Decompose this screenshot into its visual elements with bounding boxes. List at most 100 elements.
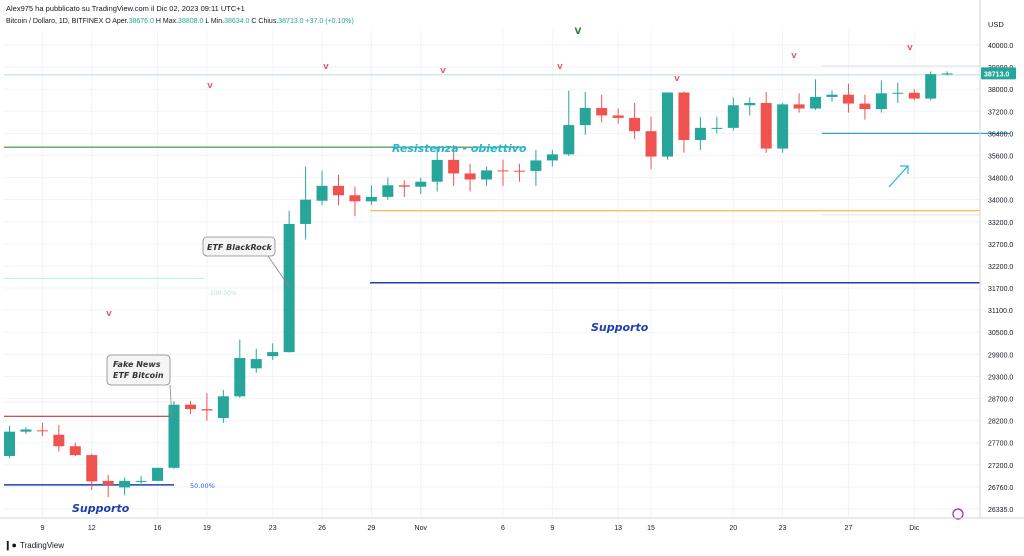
candle-body: [711, 127, 723, 129]
x-tick-label: 6: [501, 525, 505, 532]
x-tick-label: Nov: [415, 525, 428, 532]
high-value: 38808.0: [178, 18, 204, 25]
x-tick-label: 13: [614, 525, 622, 532]
fake-news-pointer: [169, 384, 173, 419]
candle-body: [448, 159, 460, 174]
x-tick-label: 27: [845, 525, 853, 532]
x-tick-label: 9: [40, 525, 44, 532]
etf-blackrock-label: ETF BlackRock: [207, 243, 272, 252]
idea-marker-icon: [952, 508, 964, 520]
candle-body: [678, 92, 690, 141]
v-marker: V: [575, 27, 582, 37]
candle-body: [102, 480, 114, 485]
high-label: H: [155, 18, 161, 25]
support-right-label: Supporto: [591, 321, 649, 334]
candle-body: [842, 94, 854, 104]
y-tick-label: 34800.0: [988, 176, 1013, 183]
x-tick-label: 15: [647, 525, 655, 532]
annotations: Resistenza - obiettivo Supporto Supporto 50…: [72, 27, 964, 520]
symbol-name[interactable]: Bitcoin / Dollaro, 1D, BITFINEX: [6, 18, 104, 25]
v-marker: V: [106, 310, 112, 318]
candle-body: [4, 431, 15, 456]
support-left-label: Supporto: [72, 502, 130, 515]
resistance-label: Resistenza - obiettivo: [392, 142, 527, 155]
candle-body: [892, 92, 904, 94]
candle-body: [908, 92, 920, 99]
candle-body: [36, 430, 48, 432]
v-marker: V: [791, 52, 797, 60]
x-tick-label: 23: [779, 525, 787, 532]
candle-body: [810, 96, 822, 109]
candle-body: [398, 185, 410, 187]
x-tick-label: 9: [550, 525, 554, 532]
candle-body: [859, 103, 871, 110]
candle-body: [184, 404, 196, 410]
time-axis: 9 12 16 19 23 26 29 Nov 6 9 13 15 20 23 27 Dic: [0, 517, 1024, 532]
candle-body: [579, 107, 591, 126]
x-tick-label: 26: [318, 525, 326, 532]
y-tick-label: 26760.0: [988, 485, 1013, 492]
fake-news-label-2: ETF Bitcoin: [113, 371, 164, 380]
tradingview-logo-icon: ❙●: [4, 540, 17, 550]
brand-name: TradingView: [19, 541, 65, 550]
candle-body: [234, 358, 246, 397]
v-marker: V: [440, 67, 446, 75]
y-tick-label: 36400.0: [988, 131, 1013, 138]
candle-body: [464, 173, 476, 180]
candle-body: [481, 170, 493, 180]
high-prefix: Max.: [162, 18, 179, 25]
candle-body: [744, 103, 756, 106]
candle-body: [349, 195, 361, 202]
low-label: L: [205, 18, 209, 25]
low-value: 38634.0: [224, 18, 250, 25]
y-tick-label: 29300.0: [988, 374, 1013, 381]
candle-body: [316, 185, 328, 201]
footer-brand[interactable]: ❙● TradingView: [4, 540, 64, 551]
candle-body: [415, 181, 427, 187]
candle-body: [629, 117, 641, 132]
candle-body: [135, 480, 147, 482]
candle-body: [86, 455, 98, 482]
candle-body: [875, 93, 887, 110]
candle-body: [662, 92, 673, 157]
x-tick-label: Dic: [909, 525, 920, 532]
chart-grid: [4, 30, 980, 518]
up-arrow-icon: [888, 165, 909, 188]
etf-blackrock-pointer: [267, 255, 291, 289]
v-marker: V: [557, 63, 563, 71]
chart-levels: [4, 65, 1010, 486]
x-tick-label: 23: [269, 525, 277, 532]
currency-label[interactable]: USD: [988, 20, 1004, 29]
candle-body: [431, 159, 443, 182]
y-tick-label: 28700.0: [988, 397, 1013, 404]
v-marker: V: [207, 82, 213, 90]
candle-body: [925, 74, 937, 99]
symbol-ohlc-bar: Bitcoin / Dollaro, 1D, BITFINEX O Aper.3…: [6, 18, 354, 25]
y-tick-label: 37200.0: [988, 109, 1013, 116]
candle-body: [826, 94, 838, 97]
fake-news-box: [106, 354, 171, 386]
y-tick-label: 34000.0: [988, 198, 1013, 205]
open-value: 38676.0: [128, 18, 154, 25]
fib-50-label: 50.00%: [190, 482, 215, 490]
y-tick-label: 40000.0: [988, 43, 1013, 50]
candle-body: [333, 185, 344, 196]
v-marker: V: [674, 75, 680, 83]
candle-body: [267, 352, 279, 357]
y-tick-label: 35600.0: [988, 153, 1013, 160]
close-value: 38713.0: [278, 18, 304, 25]
candle-body: [53, 434, 65, 447]
y-tick-label: 28200.0: [988, 419, 1013, 426]
candle-body: [563, 125, 575, 155]
candle-body: [20, 429, 32, 432]
candle-body: [283, 223, 295, 353]
v-marker: V: [323, 63, 329, 71]
price-axis: 26335.0 26760.0 27200.0 27700.0 28200.0 28700…: [979, 0, 1016, 518]
candle-body: [546, 154, 558, 161]
y-tick-label: 27700.0: [988, 441, 1013, 448]
x-tick-label: 12: [88, 525, 96, 532]
y-tick-label: 26335.0: [988, 507, 1013, 514]
low-prefix: Min.: [210, 18, 225, 25]
candle-body: [513, 170, 525, 172]
